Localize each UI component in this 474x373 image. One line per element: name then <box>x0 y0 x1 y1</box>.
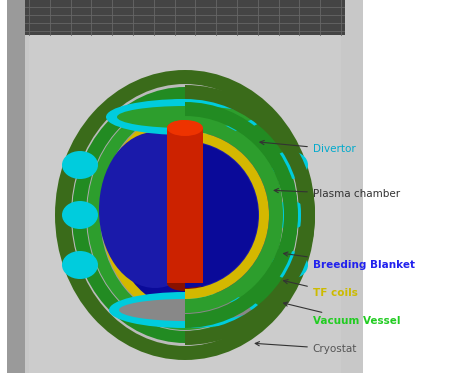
Bar <box>167 128 203 283</box>
Ellipse shape <box>159 132 271 288</box>
Ellipse shape <box>167 120 203 136</box>
Text: Breeding Blanket: Breeding Blanket <box>283 252 415 270</box>
Ellipse shape <box>112 122 258 308</box>
Ellipse shape <box>272 201 308 229</box>
Ellipse shape <box>87 100 283 330</box>
Text: Vacuum Vessel: Vacuum Vessel <box>283 302 401 326</box>
Polygon shape <box>345 0 363 373</box>
Text: Plasma chamber: Plasma chamber <box>274 188 400 199</box>
Text: Divertor: Divertor <box>260 141 356 154</box>
Wedge shape <box>185 142 258 288</box>
Ellipse shape <box>72 87 298 343</box>
Ellipse shape <box>86 99 284 331</box>
Wedge shape <box>185 117 283 313</box>
Bar <box>25 0 345 35</box>
Ellipse shape <box>100 111 270 319</box>
Ellipse shape <box>11 0 359 70</box>
Ellipse shape <box>272 251 308 279</box>
Wedge shape <box>185 102 298 328</box>
Ellipse shape <box>99 132 211 288</box>
Bar <box>167 128 203 283</box>
Ellipse shape <box>62 251 98 279</box>
Wedge shape <box>185 131 269 299</box>
Polygon shape <box>7 0 25 373</box>
Ellipse shape <box>119 299 251 321</box>
Bar <box>25 0 345 373</box>
Wedge shape <box>185 85 315 345</box>
Text: Cryostat: Cryostat <box>255 342 357 354</box>
Bar <box>193 128 201 283</box>
Ellipse shape <box>109 292 261 328</box>
Text: TF coils: TF coils <box>283 280 358 298</box>
Polygon shape <box>345 0 361 373</box>
Ellipse shape <box>101 112 269 318</box>
Ellipse shape <box>31 0 339 60</box>
Ellipse shape <box>62 151 98 179</box>
Ellipse shape <box>111 121 259 309</box>
Ellipse shape <box>62 201 98 229</box>
Ellipse shape <box>71 84 299 346</box>
Ellipse shape <box>55 70 315 360</box>
Ellipse shape <box>106 99 264 135</box>
Ellipse shape <box>117 106 253 128</box>
Polygon shape <box>345 35 363 373</box>
Ellipse shape <box>167 120 203 136</box>
Ellipse shape <box>272 151 308 179</box>
Polygon shape <box>9 0 25 373</box>
Bar <box>11 0 359 373</box>
Bar <box>29 35 341 373</box>
Ellipse shape <box>167 275 203 291</box>
